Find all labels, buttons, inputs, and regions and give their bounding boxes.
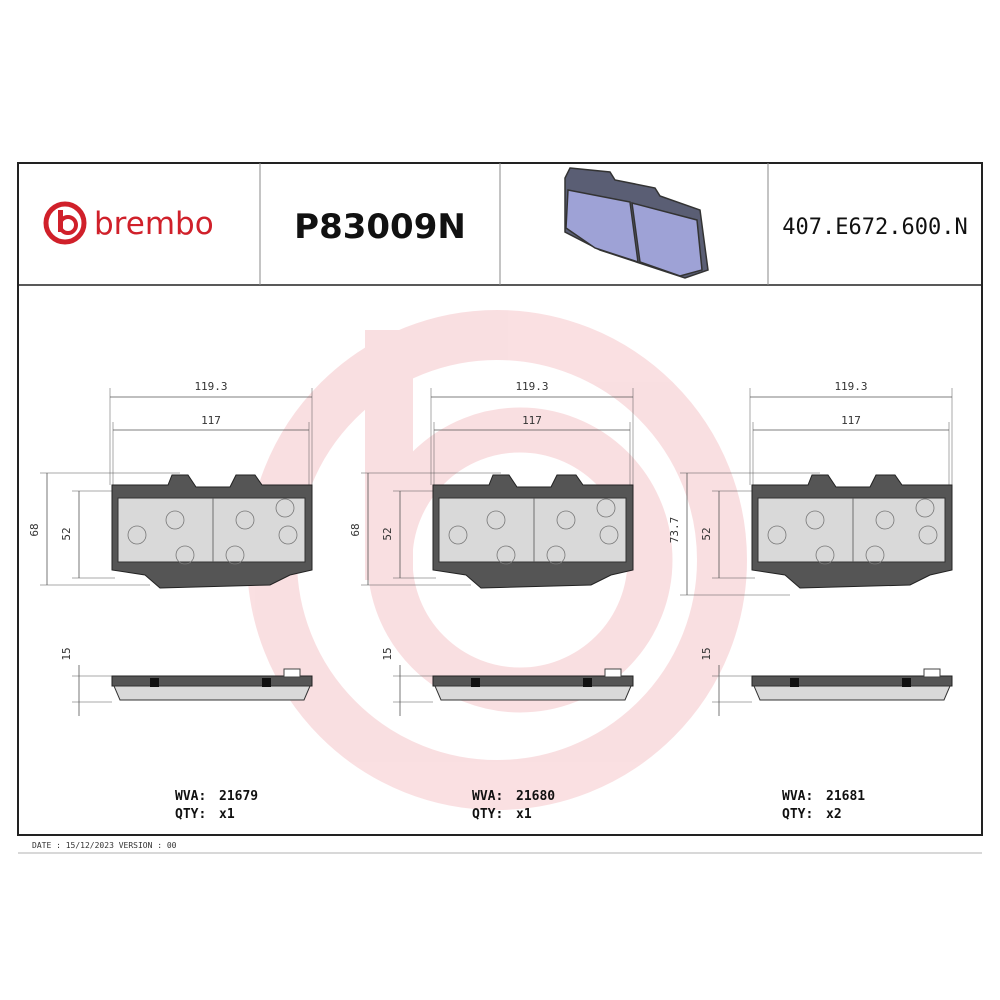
pad-hole <box>165 510 185 530</box>
catalog-code: 407.E672.600.N <box>782 215 967 240</box>
pad-side-plate <box>751 675 953 687</box>
pad-hole <box>546 545 566 565</box>
pad-hole <box>448 525 468 545</box>
dimension-label: 119.3 <box>515 380 548 393</box>
pad-clip <box>471 678 480 687</box>
logo-ring <box>43 201 87 245</box>
pad-hole <box>767 525 787 545</box>
wva-number: 21680 <box>516 789 555 804</box>
watermark-stem <box>365 330 413 580</box>
qty-value: x2 <box>826 807 842 822</box>
pad-hole <box>225 545 245 565</box>
pad-clip <box>790 678 799 687</box>
dimension-label: 119.3 <box>194 380 227 393</box>
pad-hole <box>599 525 619 545</box>
dimension-label: 117 <box>522 414 542 427</box>
dimension-label: 15 <box>700 647 713 660</box>
qty-label: QTY: <box>782 807 813 822</box>
pad-sensor <box>923 668 941 678</box>
pad-side-plate <box>111 675 313 687</box>
pad-friction <box>438 497 627 563</box>
qty-value: x1 <box>516 807 532 822</box>
pad-hole <box>275 498 295 518</box>
pad-hole <box>815 545 835 565</box>
pad-hole <box>805 510 825 530</box>
brand-name: brembo <box>94 206 214 242</box>
dimension-label: 68 <box>28 523 41 536</box>
pad-side-plate <box>432 675 634 687</box>
qty-label: QTY: <box>175 807 206 822</box>
part-number: P83009N <box>294 207 466 247</box>
pad-hole <box>278 525 298 545</box>
dimension-label: 52 <box>381 527 394 540</box>
brand-logo: brembo <box>43 201 214 245</box>
dimension-label: 117 <box>201 414 221 427</box>
pad-side-friction <box>753 685 951 701</box>
pad-hole <box>596 498 616 518</box>
pad-sensor <box>604 668 622 678</box>
pad-hole <box>918 525 938 545</box>
pad-friction <box>565 189 639 264</box>
pad-clip <box>150 678 159 687</box>
dimension-label: 15 <box>60 647 73 660</box>
pad-sensor <box>283 668 301 678</box>
pad-drawing: 119.3 117 68 52 15 WVA: 21679 QTY: x1 <box>28 380 313 822</box>
dimension-label: 52 <box>60 527 73 540</box>
dimension-label: 117 <box>841 414 861 427</box>
pad-hole <box>235 510 255 530</box>
wva-label: WVA: <box>782 789 813 804</box>
pad-friction <box>631 201 703 277</box>
wva-label: WVA: <box>175 789 206 804</box>
product-image <box>564 167 709 279</box>
dimension-label: 119.3 <box>834 380 867 393</box>
pad-hole <box>875 510 895 530</box>
pad-hole <box>486 510 506 530</box>
dimension-label: 68 <box>349 523 362 536</box>
pad-hole <box>865 545 885 565</box>
qty-value: x1 <box>219 807 235 822</box>
pad-drawings: 119.3 117 68 52 15 WVA: 21679 QTY: x1 119.3 117 68 5… <box>28 380 953 822</box>
pad-hole <box>496 545 516 565</box>
pad-hole <box>915 498 935 518</box>
pad-friction <box>117 497 306 563</box>
pad-side-friction <box>113 685 311 701</box>
pad-drawing: 119.3 117 68 52 15 WVA: 21680 QTY: x1 <box>349 380 634 822</box>
pad-hole <box>127 525 147 545</box>
wva-number: 21681 <box>826 789 865 804</box>
wva-label: WVA: <box>472 789 503 804</box>
qty-label: QTY: <box>472 807 503 822</box>
logo-stem <box>58 210 63 232</box>
pad-friction <box>757 497 946 563</box>
pad-hole <box>175 545 195 565</box>
dimension-label: 15 <box>381 647 394 660</box>
footer-date: DATE : 15/12/2023 VERSION : 00 <box>32 841 177 850</box>
dimension-label: 73.7 <box>668 517 681 544</box>
pad-clip <box>262 678 271 687</box>
pad-drawing: 119.3 117 73.7 52 15 WVA: 21681 QTY: x2 <box>668 380 953 822</box>
pad-side-friction <box>434 685 632 701</box>
pad-clip <box>583 678 592 687</box>
pad-clip <box>902 678 911 687</box>
wva-number: 21679 <box>219 789 258 804</box>
dimension-label: 52 <box>700 527 713 540</box>
pad-hole <box>556 510 576 530</box>
